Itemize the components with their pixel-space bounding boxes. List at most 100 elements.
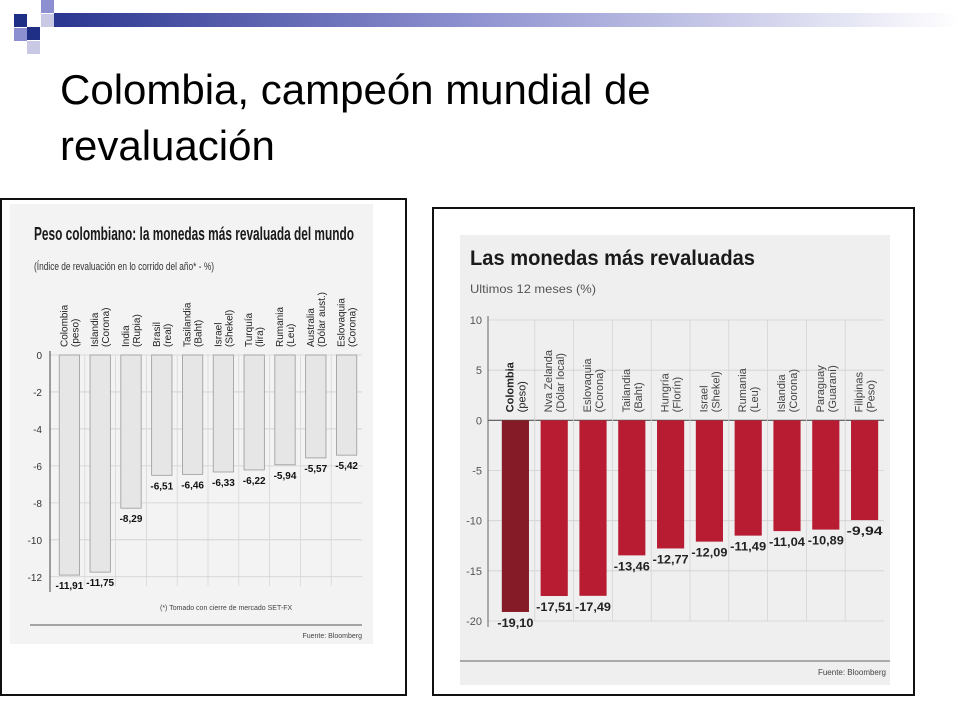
- chart-monedas-revaluadas: Las monedas más revaluadas Ultimos 12 mes…: [460, 235, 890, 685]
- category-label: Turquía (lira): [244, 312, 266, 347]
- bar: [182, 354, 204, 475]
- corner-square-light-3: [41, 14, 54, 27]
- category-label-line: Turquía: [244, 312, 255, 347]
- bar-value-label: -11,75: [86, 578, 114, 589]
- category-label: Rumania (Leu): [737, 367, 761, 412]
- category-label: Tasilandia (Baht): [183, 302, 205, 347]
- bar-value-label: -13,46: [614, 559, 650, 573]
- category-label-line: (Shekel): [224, 310, 235, 347]
- category-label-line: Rumania: [737, 367, 749, 412]
- category-label-line: India: [121, 325, 132, 347]
- category-label: Israel (Shekel): [698, 371, 722, 412]
- category-label-line: (Corona): [788, 369, 800, 412]
- corner-square-dark-2: [27, 27, 40, 40]
- category-label: Eslovaquia (Corona): [582, 358, 606, 413]
- category-label-line: (Baht): [633, 382, 645, 412]
- bar: [579, 420, 607, 596]
- chart-panel-right: Las monedas más revaluadas Ultimos 12 mes…: [432, 207, 915, 696]
- category-label-line: (peso): [70, 319, 81, 347]
- bar-value-label: -8,29: [120, 514, 143, 525]
- category-label-line: (Corona): [594, 369, 606, 412]
- category-label-line: Tailandia: [621, 368, 633, 412]
- category-label-line: Israel: [698, 385, 710, 412]
- bar-value-label: -9,94: [847, 524, 883, 538]
- bar: [274, 354, 296, 466]
- category-label: Israel (Shekel): [213, 310, 235, 347]
- category-label: Rumania (Leu): [275, 307, 297, 347]
- chart-subtitle: Ultimos 12 meses (%): [470, 282, 596, 296]
- chart-subtitle: (Índice de revaluación en lo corrido del…: [34, 260, 214, 273]
- category-label: Paraguay (Guaraní): [815, 365, 839, 413]
- bar-value-label: -19,10: [497, 616, 533, 630]
- bar-value-label: -6,46: [181, 480, 204, 491]
- bar: [243, 354, 265, 471]
- category-label: Colombia (peso): [59, 304, 81, 347]
- bar-value-label: -12,09: [691, 546, 727, 560]
- category-label-line: Paraguay: [815, 365, 827, 413]
- bar: [812, 420, 840, 530]
- category-label: Eslovaquia (Corona): [337, 298, 359, 347]
- chart-panel-left: Peso colombiano: la monedas más revaluad…: [0, 198, 407, 696]
- chart-title: Las monedas más revaluadas: [470, 247, 755, 270]
- category-label-line: (Rupia): [132, 314, 143, 347]
- category-label: Brasil (real): [152, 322, 174, 347]
- slide-title-line-1: Colombia, campeón mundial de: [60, 66, 651, 113]
- bar: [212, 354, 234, 473]
- category-label-line: (Dólar local): [555, 353, 567, 412]
- bar-value-label: -11,49: [730, 540, 766, 554]
- bar-value-label: -12,77: [653, 552, 689, 566]
- y-tick-label: -12: [28, 573, 43, 584]
- bar: [773, 420, 801, 532]
- y-tick-label: -5: [472, 466, 482, 478]
- category-label: India (Rupia): [121, 314, 143, 347]
- bar: [734, 420, 762, 536]
- title-gradient-bar: [54, 13, 960, 27]
- bar: [120, 354, 142, 509]
- y-tick-label: -15: [466, 566, 482, 578]
- slide-title: Colombia, campeón mundial de revaluación: [60, 62, 940, 174]
- bar: [305, 354, 327, 459]
- corner-square-light-1: [41, 0, 54, 13]
- bar-value-label: -17,51: [536, 600, 572, 614]
- category-label-line: Hungría: [660, 372, 672, 412]
- bar-value-label: -5,57: [304, 464, 327, 475]
- bar-value-label: -6,33: [212, 478, 235, 489]
- y-tick-label: 10: [470, 315, 482, 327]
- y-tick-label: -4: [33, 425, 42, 436]
- slide-title-line-2: revaluación: [60, 122, 275, 169]
- y-tick-label: -10: [28, 536, 43, 547]
- y-tick-label: -10: [466, 516, 482, 528]
- y-tick-label: 0: [36, 351, 42, 362]
- category-label-line: Israel: [213, 323, 224, 347]
- y-tick-label: 5: [476, 365, 482, 377]
- y-tick-label: -2: [33, 388, 42, 399]
- category-label-line: Nva Zelanda: [543, 349, 555, 412]
- category-label-line: (Corona): [348, 308, 359, 347]
- category-label-line: (Leu): [286, 324, 297, 347]
- category-label: Islandia (Corona): [776, 369, 800, 412]
- category-label-line: (Leu): [749, 387, 761, 413]
- bar-value-label: -5,94: [274, 471, 297, 482]
- bar-value-label: -5,42: [335, 461, 358, 472]
- category-label-line: Australia: [306, 308, 317, 347]
- chart-source: Fuente: Bloomberg: [302, 633, 362, 640]
- category-label-line: Islandia: [776, 374, 788, 413]
- bar: [89, 354, 111, 573]
- bar: [657, 420, 685, 549]
- category-label-line: (Baht): [194, 320, 205, 347]
- bar: [851, 420, 879, 521]
- category-label-line: Islandia: [90, 312, 101, 347]
- category-label-line: Filipinas: [854, 371, 866, 412]
- category-label-line: (Shekel): [710, 371, 722, 412]
- y-tick-label: -8: [33, 499, 42, 510]
- bar: [540, 420, 568, 597]
- category-label-line: (Peso): [866, 380, 878, 412]
- category-label-line: Colombia: [504, 361, 516, 412]
- category-label-line: Brasil: [152, 322, 163, 347]
- y-tick-label: -20: [466, 616, 482, 628]
- category-label-line: Eslovaquia: [582, 358, 594, 413]
- category-label-line: (peso): [516, 381, 528, 412]
- chart-footnote: (*) Tomado con cierre de mercado SET-FX: [160, 605, 292, 612]
- bar-value-label: -6,51: [150, 481, 173, 492]
- category-label: Islandia (Corona): [90, 308, 112, 347]
